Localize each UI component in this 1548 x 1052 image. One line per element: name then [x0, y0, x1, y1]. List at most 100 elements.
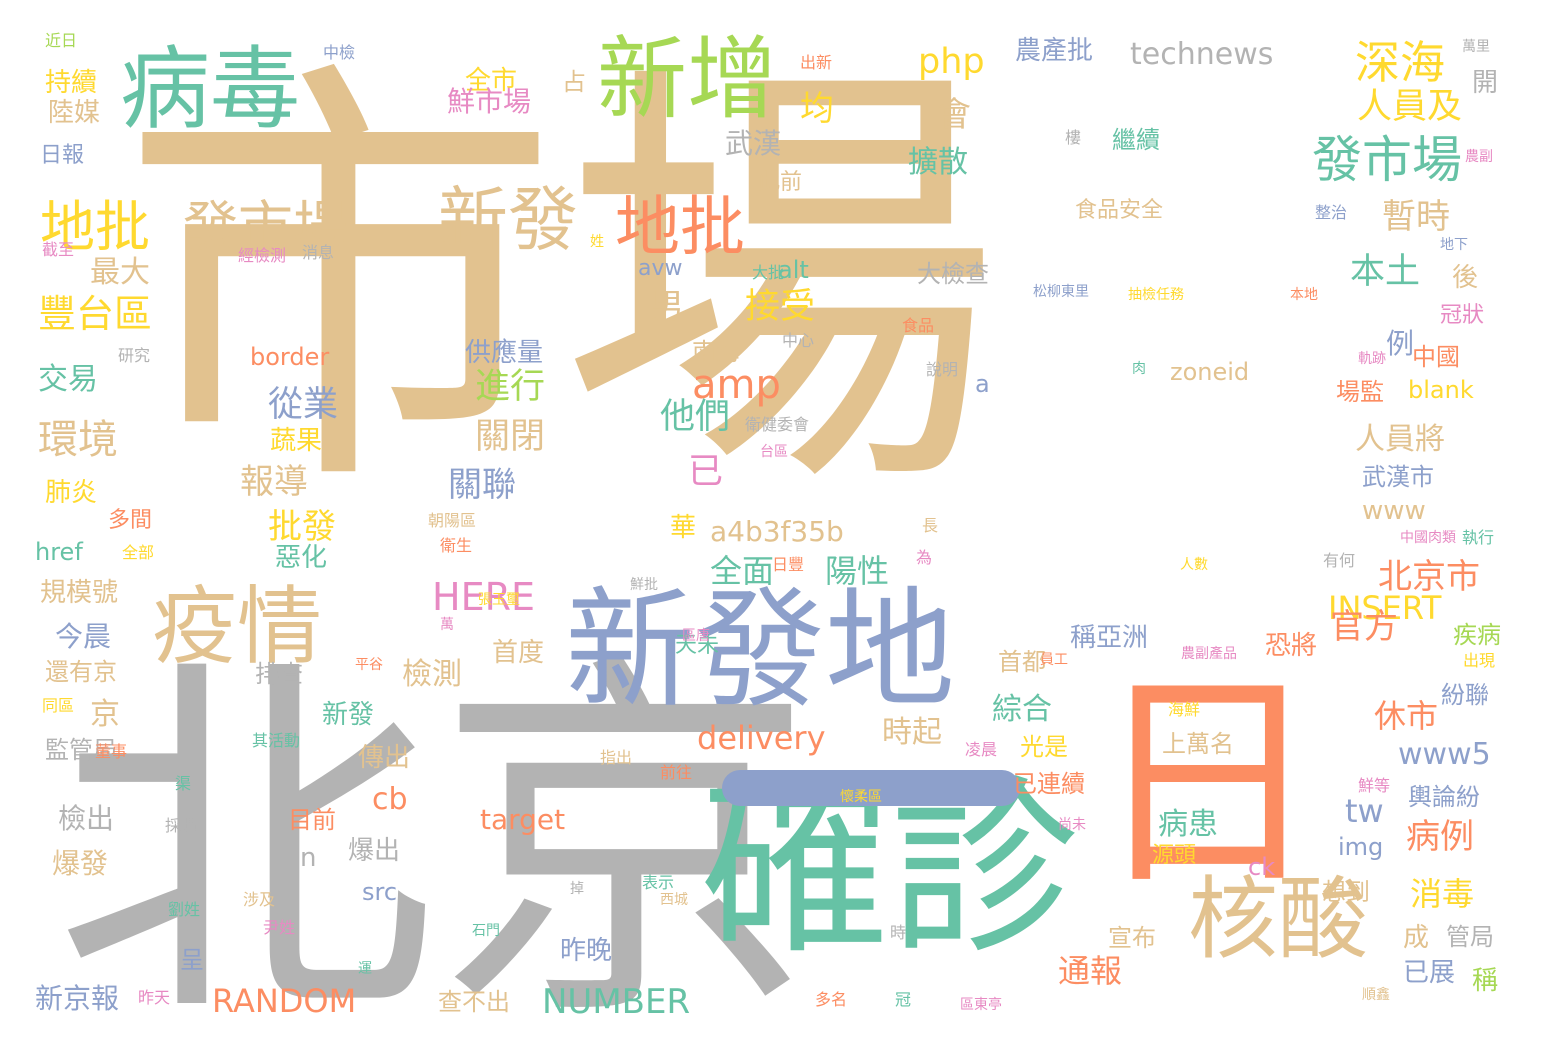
word: src — [362, 878, 398, 906]
word: 本土 — [1350, 252, 1421, 292]
word: 成 — [1403, 923, 1430, 953]
word: 軌跡 — [1358, 351, 1386, 367]
word: 關聯 — [448, 465, 516, 505]
word: 其活動 — [252, 731, 301, 750]
word: 地下 — [1440, 237, 1468, 253]
word: 衛健委會 — [745, 415, 810, 434]
word: 懷柔區 — [840, 789, 882, 805]
word: 均 — [800, 89, 834, 129]
word: 中心 — [782, 331, 815, 350]
word: 樓 — [1065, 128, 1082, 147]
word: 地批 — [615, 190, 746, 265]
word: 恐將 — [1265, 631, 1318, 661]
word: n — [300, 843, 317, 873]
word: 大檢查 — [917, 260, 989, 288]
word: 人數 — [1180, 557, 1208, 573]
word: 輿論紛 — [1408, 783, 1480, 811]
word: 西城 — [660, 892, 688, 908]
word: 北京市 — [1378, 557, 1480, 597]
word: NUMBER — [542, 982, 691, 1022]
word: 監管局 — [45, 736, 117, 764]
word: 確診 — [700, 759, 1081, 980]
word: tw — [1345, 792, 1384, 830]
word: 尹姓 — [263, 918, 296, 937]
word: 紛聯 — [1441, 681, 1489, 709]
word: 疾病 — [1453, 621, 1501, 649]
word: 新發 — [438, 179, 578, 261]
word: 排查 — [255, 660, 303, 688]
word: technews — [1130, 37, 1274, 72]
word: 市場 — [120, 29, 1000, 541]
word: 日報 — [40, 143, 85, 168]
word: 天未 — [675, 633, 720, 658]
word: 他們 — [660, 397, 731, 437]
word: alt — [778, 256, 809, 284]
word: 蔬果 — [270, 426, 323, 456]
word: a4b3f35b — [710, 515, 844, 548]
word: 交易 — [38, 362, 98, 397]
word: 管局 — [1446, 923, 1494, 951]
word: 供應量 — [465, 338, 544, 368]
word: 尚未 — [1058, 817, 1086, 833]
word: www5 — [1398, 737, 1491, 772]
word: 核酸 — [1188, 867, 1368, 972]
word: 昨天 — [138, 988, 171, 1007]
word: img — [1338, 833, 1384, 861]
word: 經檢測 — [238, 246, 287, 265]
word: 新發地 — [565, 574, 956, 726]
word: 凌晨 — [965, 740, 998, 759]
word: 後 — [1452, 263, 1479, 293]
word: 新京報 — [35, 982, 120, 1015]
word: 同區 — [42, 696, 75, 715]
word: 農副 — [1465, 149, 1493, 165]
word: 通報 — [1058, 952, 1123, 990]
word: 爆發 — [52, 847, 109, 880]
word: 日豐 — [772, 555, 805, 574]
word: 衛生 — [440, 536, 473, 555]
word: 惡化 — [275, 543, 328, 573]
word: 掉 — [570, 881, 584, 897]
word: blank — [1408, 376, 1474, 404]
word: 已連續 — [1013, 770, 1085, 798]
word: INSERT — [1328, 589, 1442, 627]
word: 傳出 — [358, 743, 411, 773]
word: 環境 — [38, 417, 118, 463]
word: 官方 — [1330, 607, 1398, 647]
word: 海鮮 — [1168, 700, 1201, 719]
word: 消息 — [302, 243, 335, 262]
word: 京 — [90, 697, 120, 732]
word: 最大 — [90, 255, 150, 290]
word: 截至 — [42, 240, 75, 259]
word: 研究 — [118, 346, 151, 365]
word: 整治 — [1315, 203, 1348, 222]
word: 平谷 — [355, 657, 383, 673]
word: 肺炎 — [45, 478, 98, 508]
word: 男 — [650, 287, 684, 327]
word: 執行 — [1462, 528, 1495, 547]
word: 前往 — [660, 763, 693, 782]
word: 持續 — [45, 68, 98, 98]
word: 暫時 — [1382, 197, 1450, 237]
word: 中國 — [1412, 343, 1460, 371]
word: 發市場 — [183, 195, 349, 259]
word: border — [250, 343, 330, 371]
word: 朝陽區 — [428, 511, 477, 530]
word: 順鑫 — [1362, 987, 1390, 1003]
word: 陸媒 — [48, 98, 101, 128]
word: 指出 — [600, 748, 633, 767]
word: 抽檢任務 — [1128, 287, 1184, 303]
word: HERE — [432, 575, 535, 619]
word: 大批 — [752, 263, 785, 282]
word: 員工 — [1040, 652, 1068, 668]
word: 例 — [1386, 327, 1415, 360]
word: 出新 — [800, 53, 833, 72]
word: 首度 — [492, 638, 545, 668]
word: RANDOM — [212, 982, 357, 1020]
word: 鮮等 — [1358, 776, 1391, 795]
word: 食品 — [902, 316, 935, 335]
word: 病例 — [1406, 817, 1474, 857]
word: 規模號 — [40, 578, 119, 608]
word: 萬 — [440, 617, 454, 633]
word: 出現 — [1463, 651, 1496, 670]
